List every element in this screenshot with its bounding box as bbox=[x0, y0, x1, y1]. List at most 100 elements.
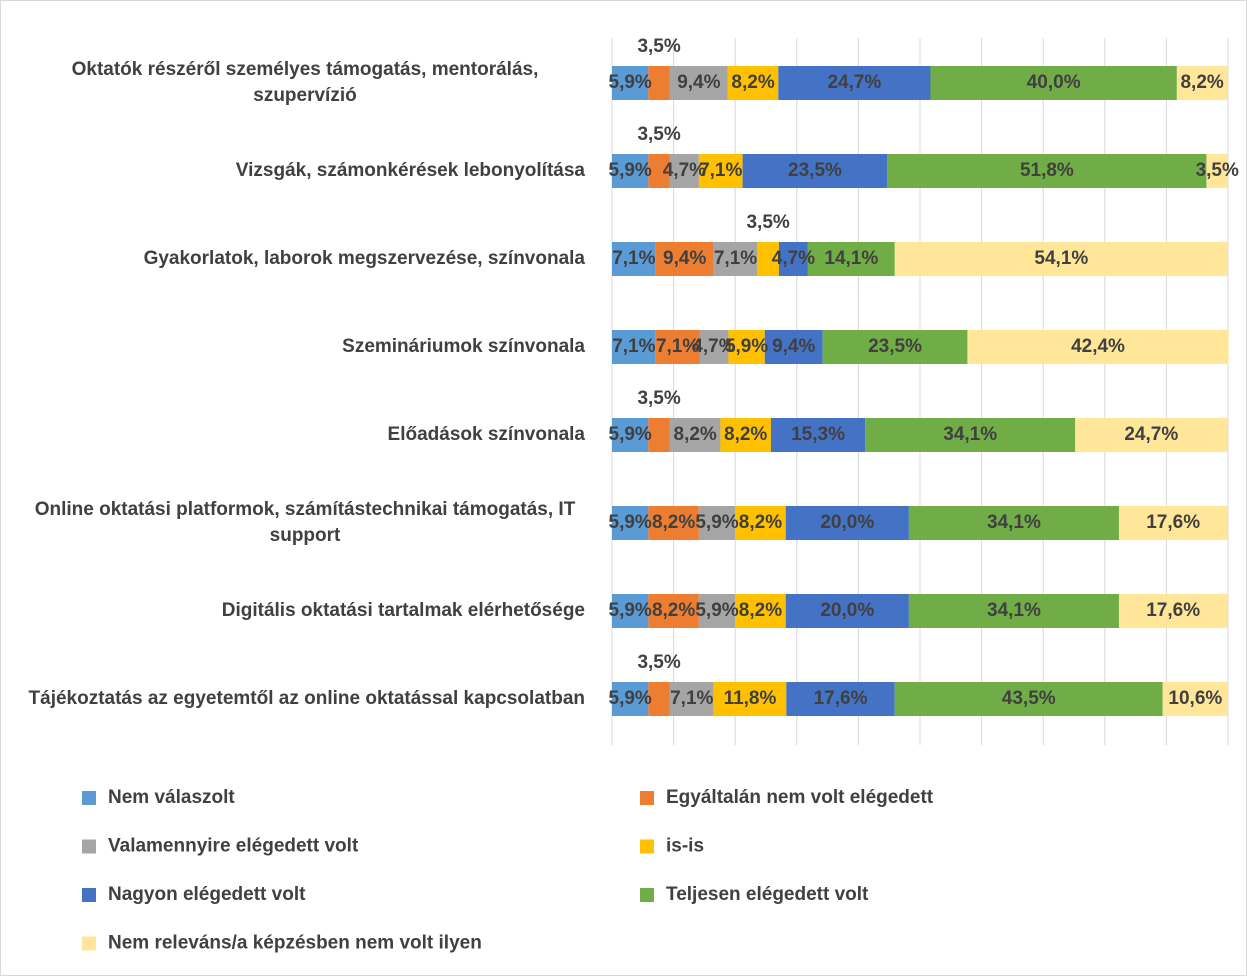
data-label: 4,7% bbox=[663, 160, 706, 181]
bar-segment bbox=[698, 506, 736, 540]
bar-segment bbox=[778, 242, 808, 276]
data-label: 24,7% bbox=[1124, 424, 1178, 445]
legend-swatch bbox=[640, 791, 654, 805]
data-label: 7,1% bbox=[612, 336, 655, 357]
bar-segment bbox=[669, 66, 728, 100]
data-label: 3,5% bbox=[746, 212, 789, 233]
legend-label: Teljesen elégedett volt bbox=[666, 884, 869, 905]
data-label: 5,9% bbox=[609, 160, 652, 181]
bar-segment bbox=[967, 330, 1229, 364]
bar-segment bbox=[669, 682, 714, 716]
bar-segment bbox=[612, 594, 649, 628]
data-label: 5,9% bbox=[609, 688, 652, 709]
legend-swatch bbox=[640, 839, 654, 854]
data-label: 4,7% bbox=[692, 336, 735, 357]
data-label: 8,2% bbox=[724, 424, 767, 445]
bar-segment bbox=[655, 242, 714, 276]
bar-segment bbox=[735, 594, 786, 628]
bar-segment bbox=[894, 242, 1228, 276]
bar-segment bbox=[728, 330, 765, 364]
data-label: 8,2% bbox=[652, 512, 695, 533]
data-label: 9,4% bbox=[772, 336, 815, 357]
category-label: Előadások színvonala bbox=[387, 424, 585, 445]
bar-segment bbox=[1206, 154, 1228, 188]
data-label: 43,5% bbox=[1002, 688, 1056, 709]
bar-segment bbox=[807, 242, 895, 276]
data-label: 7,1% bbox=[670, 688, 713, 709]
bar-segment bbox=[648, 682, 670, 716]
bar-segment bbox=[648, 418, 670, 452]
bar-segment bbox=[786, 682, 895, 716]
category-label: Gyakorlatok, laborok megszervezése, szín… bbox=[143, 248, 585, 269]
bar-segment bbox=[612, 418, 649, 452]
bar-segment bbox=[1075, 418, 1228, 452]
bar-segment bbox=[865, 418, 1076, 452]
data-label: 5,9% bbox=[695, 512, 738, 533]
bar-segment bbox=[757, 242, 779, 276]
bar-segment bbox=[930, 66, 1177, 100]
bar-segment bbox=[1162, 682, 1228, 716]
data-label: 3,5% bbox=[637, 36, 680, 57]
data-label: 51,8% bbox=[1020, 160, 1074, 181]
bar-segment bbox=[742, 154, 888, 188]
data-label: 34,1% bbox=[987, 512, 1041, 533]
bar-segment bbox=[720, 418, 771, 452]
legend-label: Valamennyire elégedett volt bbox=[108, 836, 359, 857]
legend-swatch bbox=[82, 888, 96, 902]
category-label: Tájékoztatás az egyetemtől az online okt… bbox=[28, 688, 585, 709]
data-label: 4,7% bbox=[772, 248, 815, 269]
data-label: 8,2% bbox=[1180, 72, 1223, 93]
data-label: 24,7% bbox=[827, 72, 881, 93]
data-label: 23,5% bbox=[788, 160, 842, 181]
legend-swatch bbox=[82, 936, 96, 951]
legend-label: Egyáltalán nem volt elégedett bbox=[666, 787, 934, 808]
data-label: 8,2% bbox=[739, 600, 782, 621]
bar-segment bbox=[648, 594, 699, 628]
category-label: Online oktatási platformok, számítástech… bbox=[34, 499, 576, 546]
bar-segment bbox=[894, 682, 1163, 716]
bar-segment bbox=[612, 330, 656, 364]
data-label: 7,1% bbox=[699, 160, 742, 181]
bar-segment bbox=[698, 594, 736, 628]
data-label: 9,4% bbox=[663, 248, 706, 269]
bar-segment bbox=[1118, 506, 1228, 540]
data-label: 3,5% bbox=[637, 388, 680, 409]
bar-segment bbox=[713, 682, 787, 716]
data-label: 15,3% bbox=[791, 424, 845, 445]
data-label: 8,2% bbox=[739, 512, 782, 533]
bar-segment bbox=[655, 330, 700, 364]
data-label: 3,5% bbox=[637, 124, 680, 145]
data-label: 14,1% bbox=[824, 248, 878, 269]
data-label: 7,1% bbox=[612, 248, 655, 269]
data-label: 20,0% bbox=[820, 512, 874, 533]
data-label: 5,9% bbox=[609, 72, 652, 93]
bar-segment bbox=[612, 154, 649, 188]
data-label: 10,6% bbox=[1168, 688, 1222, 709]
category-label: Szemináriumok színvonala bbox=[342, 336, 585, 357]
data-label: 11,8% bbox=[724, 688, 777, 709]
bar-segment bbox=[612, 66, 649, 100]
legend-swatch bbox=[82, 839, 96, 854]
data-label: 34,1% bbox=[987, 600, 1041, 621]
bar-segment bbox=[778, 66, 931, 100]
bar-segment bbox=[735, 506, 786, 540]
bar-segment bbox=[648, 66, 670, 100]
legend-swatch bbox=[82, 791, 96, 805]
bar-segment bbox=[698, 154, 743, 188]
bar-segment bbox=[648, 506, 699, 540]
data-label: 8,2% bbox=[674, 424, 717, 445]
bar-segment bbox=[1176, 66, 1228, 100]
data-label: 3,5% bbox=[1196, 160, 1239, 181]
bar-segment bbox=[764, 330, 823, 364]
data-label: 8,2% bbox=[652, 600, 695, 621]
legend-label: is-is bbox=[666, 836, 704, 857]
data-label: 34,1% bbox=[943, 424, 997, 445]
data-label: 17,6% bbox=[814, 688, 868, 709]
bar-segment bbox=[908, 506, 1119, 540]
legend-label: Nem releváns/a képzésben nem volt ilyen bbox=[108, 933, 482, 954]
data-label: 40,0% bbox=[1027, 72, 1081, 93]
category-label: Digitális oktatási tartalmak elérhetőség… bbox=[221, 600, 585, 621]
legend-swatch bbox=[640, 888, 654, 902]
